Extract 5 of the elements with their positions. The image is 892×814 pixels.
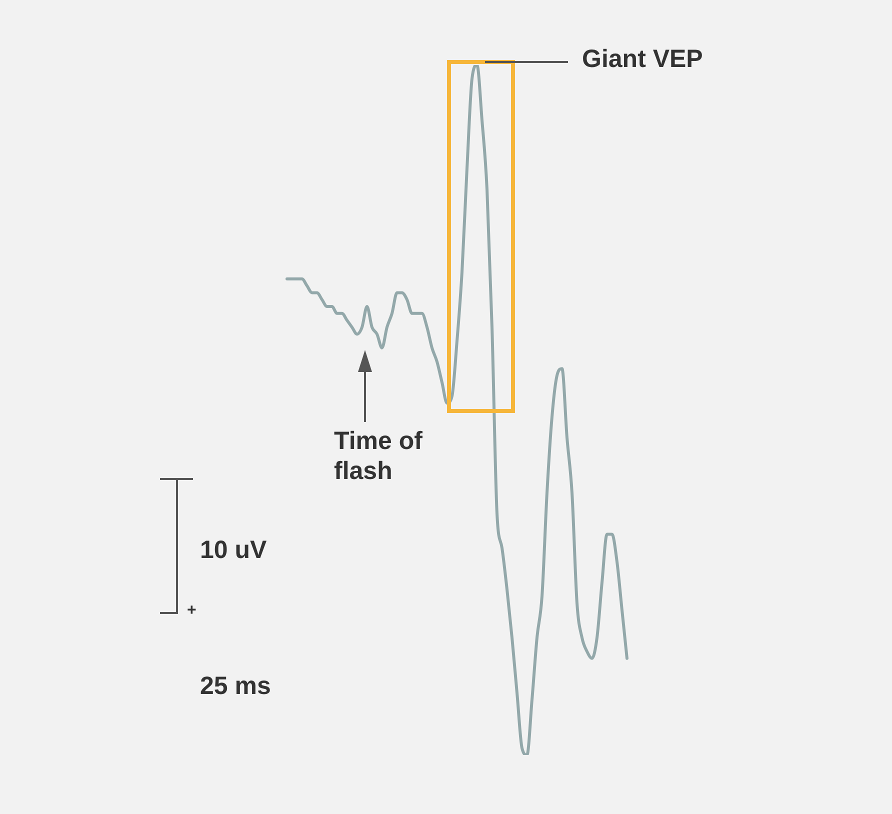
text: +: [187, 601, 196, 621]
text: 10 uV: [200, 535, 267, 565]
text: 25 ms: [200, 671, 271, 701]
annotation: Time of flash: [334, 426, 424, 486]
annotation: Giant VEP: [582, 44, 703, 74]
